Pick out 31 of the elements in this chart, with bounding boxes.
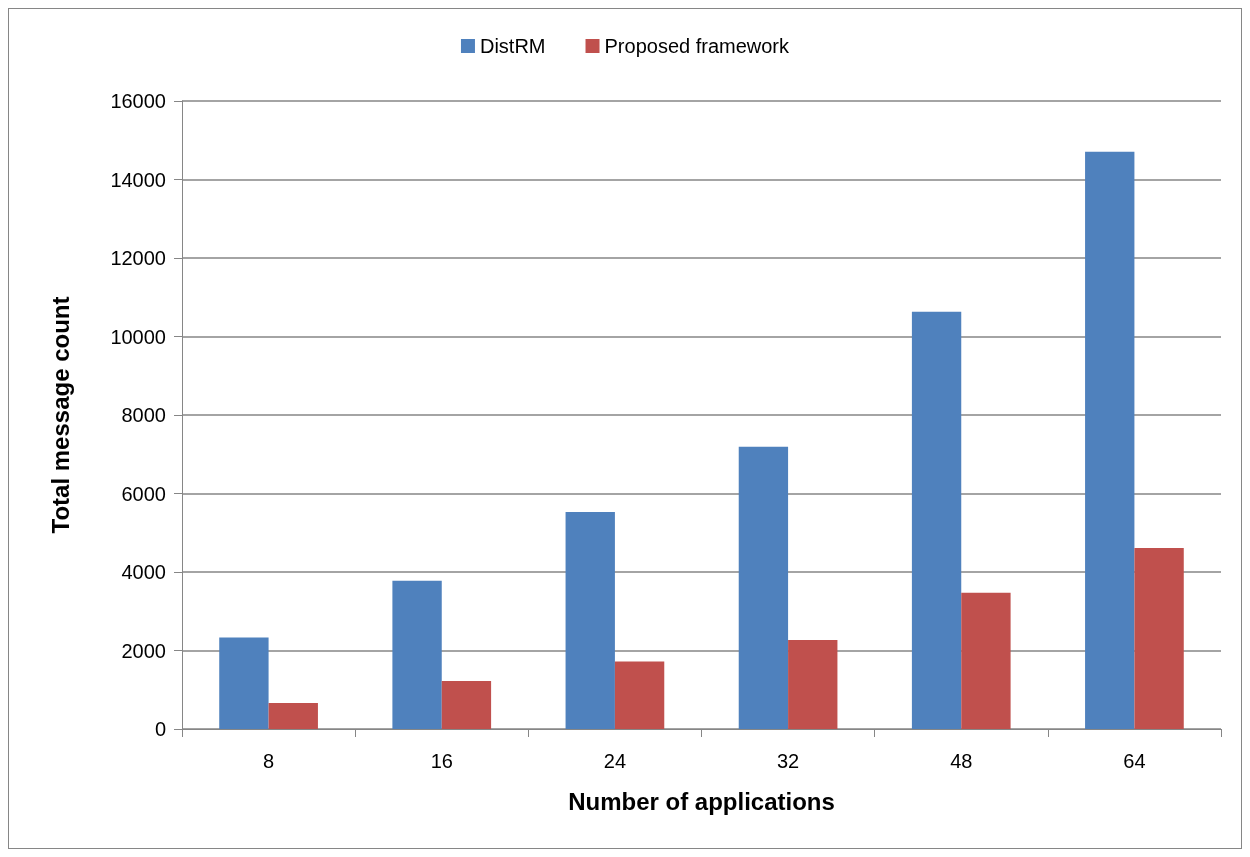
x-tick-label: 64 xyxy=(1123,750,1146,772)
y-tick-label: 8000 xyxy=(121,404,166,426)
x-tick-label: 16 xyxy=(430,750,453,772)
y-tick-label: 6000 xyxy=(121,482,166,505)
y-tick-label: 16000 xyxy=(110,90,166,112)
y-tick-label: 2000 xyxy=(121,639,166,662)
bar xyxy=(1085,151,1135,729)
y-tick-label: 12000 xyxy=(110,247,166,269)
bar xyxy=(738,446,789,729)
y-tick-label: 10000 xyxy=(110,325,166,348)
bar xyxy=(392,580,442,729)
bar xyxy=(911,311,962,729)
y-tick-label: 14000 xyxy=(110,168,166,191)
x-tick-label: 8 xyxy=(263,750,275,772)
bar xyxy=(788,639,838,729)
y-tick-label: 0 xyxy=(154,718,166,740)
bar xyxy=(614,661,665,729)
y-tick-label: 4000 xyxy=(121,561,166,583)
y-axis-title: Total message count xyxy=(46,296,74,534)
bar xyxy=(565,511,615,729)
bar xyxy=(961,592,1011,729)
x-tick-label: 32 xyxy=(776,750,800,772)
bar xyxy=(1134,548,1184,729)
bar xyxy=(268,703,318,729)
legend-label: DistRM xyxy=(479,35,546,57)
bar xyxy=(441,681,492,729)
x-tick-label: 48 xyxy=(950,750,973,772)
legend-label: Proposed framework xyxy=(604,35,791,57)
bar xyxy=(219,637,269,729)
x-axis-title: Number of applications xyxy=(568,787,835,815)
x-tick-label: 24 xyxy=(603,750,627,772)
